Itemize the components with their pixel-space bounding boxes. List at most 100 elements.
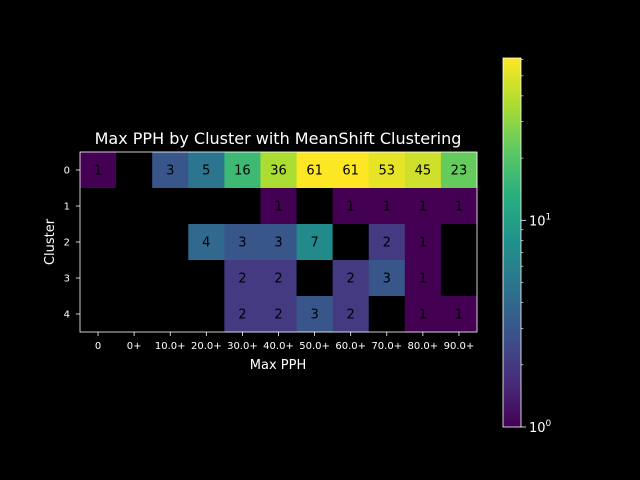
heatmap-cell: [440, 224, 478, 261]
heatmap-cell: [260, 224, 298, 261]
heatmap-cell: [368, 224, 406, 261]
heatmap-cell-label: 61: [342, 164, 359, 179]
x-tick-label: 90.0+: [444, 341, 475, 352]
x-tick-label: 20.0+: [191, 341, 222, 352]
heatmap-cell-label: 1: [455, 200, 463, 215]
heatmap-cell: [404, 260, 442, 297]
heatmap-cell-label: 3: [166, 164, 174, 179]
heatmap-cell-label: 45: [415, 164, 432, 179]
heatmap-cell: [404, 296, 442, 333]
x-tick-label: 10.0+: [155, 341, 186, 352]
colorbar-tick-label: 101: [529, 212, 551, 229]
heatmap-cell: [260, 260, 298, 297]
heatmap-cell: [188, 152, 225, 189]
heatmap-cell: [224, 152, 261, 189]
x-tick-label: 0: [95, 341, 101, 352]
heatmap-cell: [368, 260, 406, 297]
heatmap-cell-label: 16: [234, 164, 251, 179]
colorbar-ticks: 100 101: [521, 59, 552, 436]
heatmap-cell-label: 1: [383, 200, 391, 215]
heatmap-cell: [80, 188, 117, 225]
heatmap-cell-label: 53: [378, 164, 395, 179]
y-tick-label: 0: [64, 166, 70, 177]
x-tick-label: 30.0+: [227, 341, 258, 352]
heatmap-cell: [332, 296, 370, 333]
heatmap-cell-label: 1: [94, 164, 102, 179]
heatmap-cell-label: 2: [238, 308, 246, 323]
y-axis-label: Cluster: [43, 218, 58, 265]
heatmap-cell-label: 7: [310, 236, 318, 251]
heatmap-cell-labels: 1 3 5 16 36 61 61 53 45 231 1 1 1 14 3 3 7 2 12 2 2 3 12 2 3 2 1 1: [94, 164, 467, 323]
x-tick-label: 80.0+: [408, 341, 439, 352]
heatmap-cell-label: 23: [451, 164, 468, 179]
heatmap-cell-label: 3: [383, 272, 391, 287]
heatmap-cell-label: 2: [347, 308, 355, 323]
heatmap-cell: [260, 152, 298, 189]
heatmap-cell: [260, 296, 298, 333]
heatmap-cell: [404, 224, 442, 261]
heatmap-cell: [296, 152, 334, 189]
heatmap-cell: [296, 296, 334, 333]
x-tick-label: 60.0+: [335, 341, 366, 352]
heatmap-cell-label: 1: [419, 308, 427, 323]
heatmap-cell: [116, 224, 153, 261]
y-tick-label: 2: [64, 238, 70, 249]
heatmap-cell: [80, 296, 117, 333]
heatmap-cell: [332, 224, 370, 261]
heatmap-cell-label: 2: [274, 272, 282, 287]
heatmap-cell: [116, 152, 153, 189]
heatmap-cell: [296, 224, 334, 261]
heatmap-cell: [368, 152, 406, 189]
colorbar: 100 101: [502, 57, 552, 436]
heatmap-cell-label: 2: [274, 308, 282, 323]
heatmap-cell-label: 3: [238, 236, 246, 251]
heatmap-cell-label: 36: [270, 164, 287, 179]
heatmap-cell: [368, 296, 406, 333]
heatmap-cell: [440, 152, 478, 189]
heatmap-cell-label: 2: [347, 272, 355, 287]
heatmap-cell: [188, 296, 225, 333]
heatmap-cell-label: 1: [455, 308, 463, 323]
heatmap-cell-label: 5: [202, 164, 210, 179]
x-tick-label: 70.0+: [371, 341, 402, 352]
heatmap-cell: [116, 296, 153, 333]
heatmap-cell: [224, 296, 261, 333]
chart-title: Max PPH by Cluster with MeanShift Cluste…: [95, 129, 462, 148]
heatmap-cell: [152, 152, 189, 189]
heatmap-cell: [332, 188, 370, 225]
heatmap-cell: [440, 188, 478, 225]
heatmap-cell-label: 1: [419, 200, 427, 215]
heatmap-cell: [152, 260, 189, 297]
heatmap-cell: [224, 224, 261, 261]
x-tick-label: 40.0+: [263, 341, 294, 352]
colorbar-gradient: [502, 57, 522, 428]
y-tick-label: 3: [64, 274, 70, 285]
heatmap-cell-label: 1: [347, 200, 355, 215]
heatmap-cell-label: 61: [306, 164, 323, 179]
heatmap-cell: [368, 188, 406, 225]
heatmap-cell-label: 3: [310, 308, 318, 323]
heatmap-cell-label: 1: [419, 236, 427, 251]
heatmap-cell-label: 4: [202, 236, 210, 251]
heatmap-cell: [296, 188, 334, 225]
y-tick-label: 1: [64, 202, 70, 213]
colorbar-tick-label: 100: [529, 419, 552, 436]
heatmap-cell: [188, 188, 225, 225]
x-tick-label: 50.0+: [299, 341, 330, 352]
heatmap-cell: [260, 188, 298, 225]
x-axis: 0 0+ 10.0+ 20.0+ 30.0+ 40.0+ 50.0+ 60.0+ 70.0+ 80…: [95, 332, 474, 352]
heatmap-cell: [440, 296, 478, 333]
heatmap-cell: [440, 260, 478, 297]
heatmap-cell-label: 1: [274, 200, 282, 215]
heatmap-cell: [188, 260, 225, 297]
heatmap-cell: [116, 188, 153, 225]
y-axis: 0 1 2 3 4: [64, 166, 80, 321]
heatmap-cell: [224, 260, 261, 297]
heatmap-cell-label: 2: [383, 236, 391, 251]
heatmap-cell: [80, 260, 117, 297]
heatmap-cell-label: 3: [274, 236, 282, 251]
heatmap-cell: [80, 224, 117, 261]
heatmap-cell: [80, 152, 117, 189]
y-tick-label: 4: [64, 310, 70, 321]
heatmap-cell: [188, 224, 225, 261]
